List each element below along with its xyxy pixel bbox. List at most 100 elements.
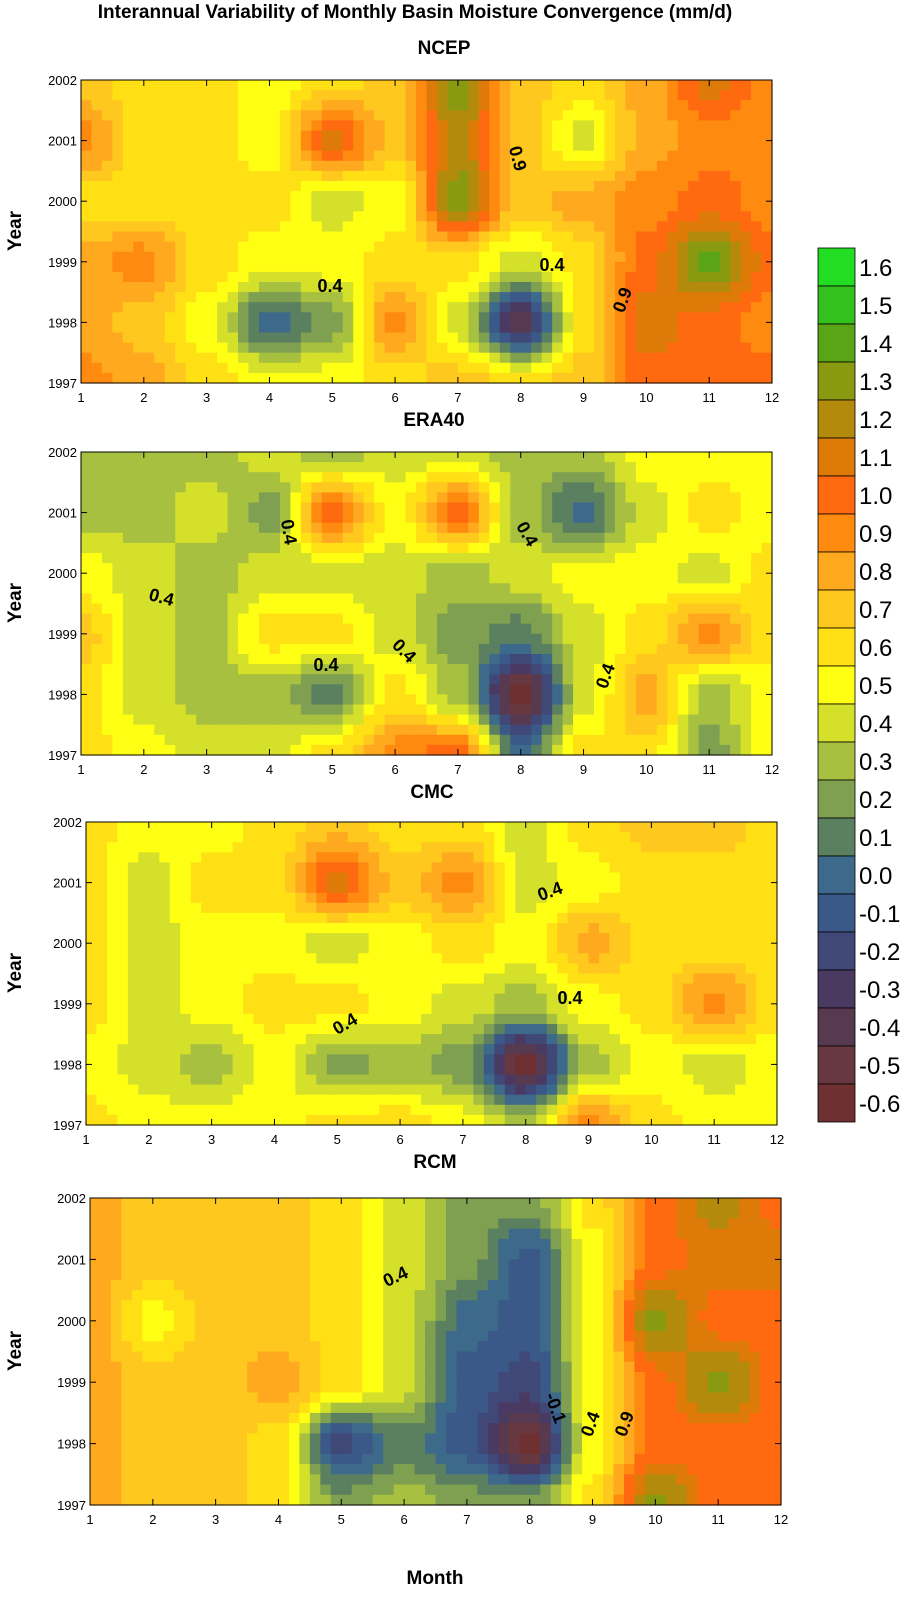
heatmap-cell <box>730 241 742 253</box>
heatmap-cell <box>520 563 532 574</box>
heatmap-cell <box>614 664 627 675</box>
heatmap-cell <box>635 332 647 344</box>
heatmap-cell <box>693 852 705 863</box>
heatmap-cell <box>143 512 155 524</box>
heatmap-cell <box>457 342 469 354</box>
heatmap-cell <box>321 563 333 574</box>
heatmap-cell <box>583 211 595 222</box>
heatmap-cell <box>101 100 114 111</box>
heatmap-cell <box>143 100 155 111</box>
heatmap-cell <box>594 292 606 303</box>
heatmap-cell <box>143 130 155 142</box>
heatmap-cell <box>709 110 721 121</box>
heatmap-cell <box>541 221 553 233</box>
heatmap-cell <box>766 832 778 843</box>
heatmap-cell <box>635 211 647 222</box>
heatmap-cell <box>196 130 208 142</box>
heatmap-cell <box>180 953 192 964</box>
heatmap-cell <box>625 322 637 334</box>
heatmap-cell <box>740 271 752 283</box>
heatmap-cell <box>635 553 647 564</box>
heatmap-cell <box>101 694 114 706</box>
heatmap-cell <box>489 472 501 483</box>
heatmap-cell <box>651 842 663 853</box>
heatmap-cell <box>562 583 574 594</box>
heatmap-cell <box>447 332 459 344</box>
heatmap-cell <box>279 170 291 182</box>
heatmap-cell <box>81 563 93 574</box>
heatmap-cell <box>661 912 673 924</box>
heatmap-cell <box>594 734 606 746</box>
heatmap-cell <box>667 130 679 142</box>
heatmap-cell <box>379 842 391 853</box>
heatmap-cell <box>222 953 234 964</box>
heatmap-cell <box>483 912 495 924</box>
heatmap-cell <box>101 372 114 384</box>
heatmap-cell <box>604 744 616 756</box>
heatmap-cell <box>646 80 658 91</box>
heatmap-cell <box>520 332 532 344</box>
heatmap-cell <box>405 130 417 142</box>
heatmap-cell <box>332 170 344 182</box>
heatmap-cell <box>227 231 239 243</box>
heatmap-cell <box>279 181 291 192</box>
heatmap-cell <box>321 211 333 222</box>
heatmap-cell <box>740 573 752 584</box>
heatmap-cell <box>719 170 731 182</box>
heatmap-cell <box>258 292 271 303</box>
heatmap-cell <box>751 282 763 293</box>
heatmap-cell <box>311 221 323 233</box>
heatmap-cell <box>761 211 773 222</box>
heatmap-cell <box>573 613 585 625</box>
heatmap-cell <box>112 261 124 273</box>
heatmap-cell <box>106 912 119 924</box>
heatmap-cell <box>531 231 543 243</box>
heatmap-cell <box>201 852 213 863</box>
heatmap-cell <box>258 181 271 192</box>
heatmap-cell <box>436 492 449 504</box>
heatmap-cell <box>578 923 590 934</box>
heatmap-cell <box>133 573 145 584</box>
heatmap-cell <box>374 674 386 685</box>
heatmap-cell <box>426 492 438 504</box>
heatmap-cell <box>562 482 574 493</box>
heatmap-cell <box>269 603 281 615</box>
heatmap-cell <box>248 231 260 243</box>
heatmap-cell <box>169 943 181 954</box>
heatmap-cell <box>640 943 652 954</box>
heatmap-cell <box>374 271 386 283</box>
heatmap-cell <box>756 832 768 843</box>
heatmap-cell <box>562 342 574 354</box>
heatmap-cell <box>452 933 464 944</box>
heatmap-cell <box>269 643 281 655</box>
heatmap-cell <box>751 251 763 263</box>
heatmap-cell <box>384 201 396 212</box>
heatmap-cell <box>667 643 679 655</box>
heatmap-cell <box>447 150 459 162</box>
heatmap-cell <box>751 292 763 303</box>
heatmap-cell <box>253 852 265 863</box>
heatmap-cell <box>573 724 585 736</box>
heatmap-cell <box>269 623 281 635</box>
heatmap-cell <box>311 674 323 685</box>
heatmap-cell <box>379 902 391 914</box>
heatmap-cell <box>457 221 469 233</box>
heatmap-cell <box>751 160 763 172</box>
heatmap-cell <box>541 90 553 101</box>
heatmap-cell <box>201 912 213 924</box>
heatmap-cell <box>154 744 166 756</box>
heatmap-cell <box>185 674 197 685</box>
heatmap-cell <box>196 241 208 253</box>
heatmap-cell <box>557 852 569 863</box>
heatmap-cell <box>238 452 250 463</box>
panel-cmc: 1 2 3 4 5 6 7 8 9 10 11 121997199819992000200120020… <box>53 815 784 1147</box>
heatmap-cell <box>562 160 574 172</box>
heatmap-cell <box>332 744 344 756</box>
heatmap-cell <box>756 862 768 874</box>
heatmap-cell <box>719 322 731 334</box>
heatmap-cell <box>101 664 114 675</box>
heatmap-cell <box>688 472 700 483</box>
heatmap-cell <box>379 852 391 863</box>
heatmap-cell <box>416 542 428 554</box>
heatmap-cell <box>531 292 543 303</box>
